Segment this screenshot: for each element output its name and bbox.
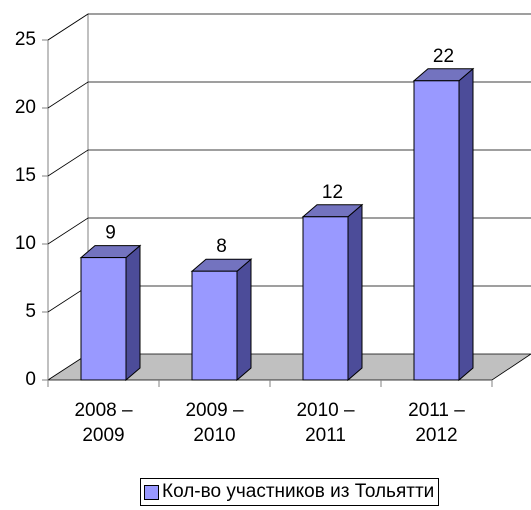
bar-side bbox=[458, 67, 474, 382]
value-label: 12 bbox=[322, 182, 343, 203]
bar-side bbox=[236, 258, 252, 382]
grid-line bbox=[47, 217, 531, 245]
x-tick-label: 2009 – 2010 bbox=[185, 400, 244, 446]
value-label: 8 bbox=[216, 236, 227, 257]
bar-front bbox=[191, 270, 238, 381]
bar-front bbox=[80, 257, 127, 381]
bar bbox=[190, 258, 253, 382]
grid-line bbox=[47, 81, 531, 109]
bar-side bbox=[125, 244, 141, 382]
legend-swatch bbox=[144, 484, 159, 500]
bar-front bbox=[413, 80, 460, 381]
bar bbox=[412, 67, 475, 382]
grid-line bbox=[47, 149, 531, 177]
value-label: 9 bbox=[105, 223, 116, 244]
bar-side bbox=[347, 203, 363, 382]
x-tick-label: 2011 – 2012 bbox=[408, 400, 465, 446]
legend: Кол-во участников из Тольятти bbox=[140, 478, 440, 506]
y-tick-label: 15 bbox=[15, 165, 36, 186]
y-tick-label: 20 bbox=[15, 97, 36, 118]
bar bbox=[79, 244, 142, 382]
bar bbox=[301, 203, 364, 382]
legend-label: Кол-во участников из Тольятти bbox=[162, 481, 435, 502]
y-tick-label: 0 bbox=[25, 369, 36, 390]
y-tick-label: 25 bbox=[15, 29, 36, 50]
y-tick-label: 5 bbox=[25, 301, 36, 322]
bar-front bbox=[302, 216, 349, 381]
value-label: 22 bbox=[433, 46, 454, 67]
grid-line bbox=[47, 13, 531, 41]
y-tick-label: 10 bbox=[15, 233, 36, 254]
x-tick-label: 2008 – 2009 bbox=[74, 400, 133, 446]
x-tick-label: 2010 – 2011 bbox=[296, 400, 355, 446]
